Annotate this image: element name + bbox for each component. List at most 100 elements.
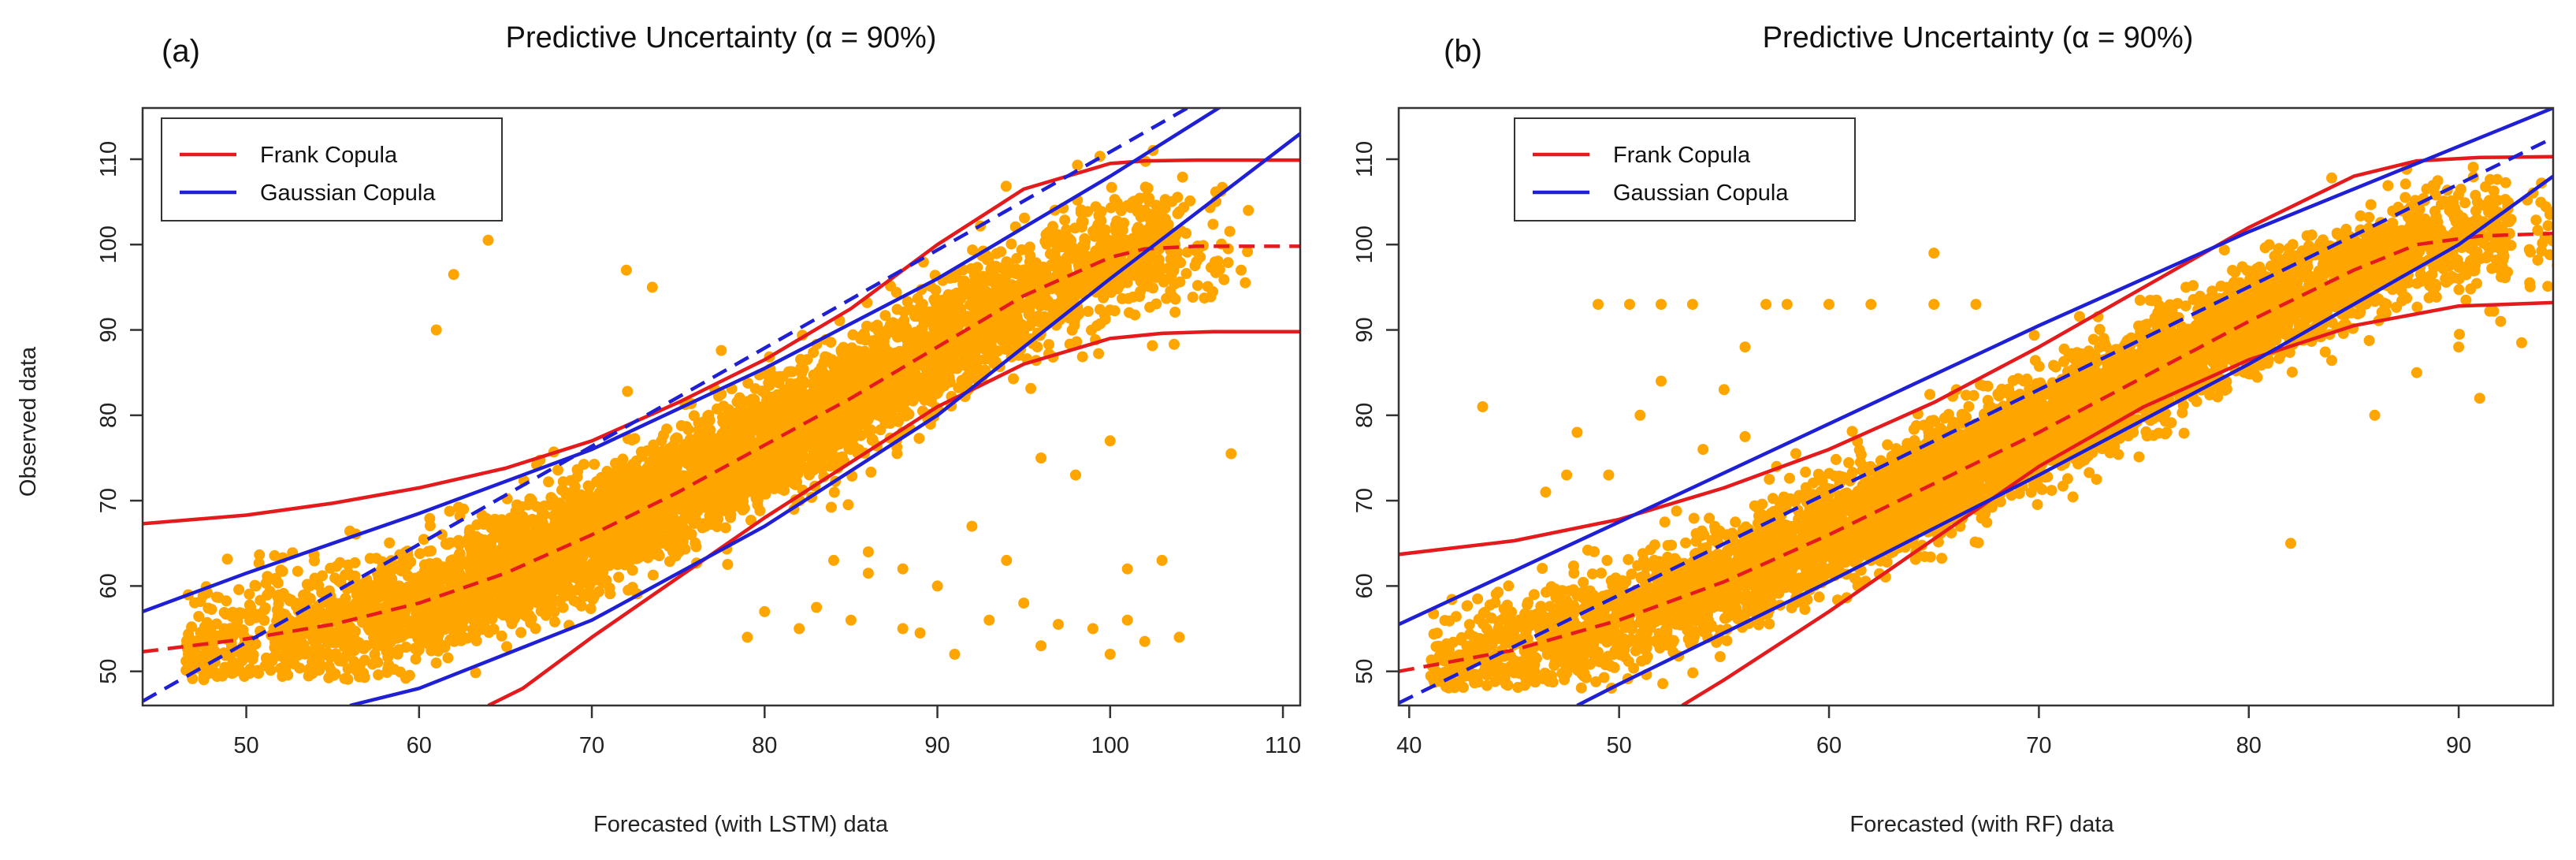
scatter-point (992, 285, 1004, 297)
scatter-point (1112, 197, 1124, 209)
scatter-point (908, 390, 920, 402)
scatter-point (664, 556, 675, 568)
scatter-point (823, 427, 835, 438)
scatter-point (794, 451, 805, 463)
scatter-point (444, 505, 455, 517)
scatter-point (788, 478, 800, 490)
scatter-point (578, 590, 590, 602)
scatter-point (622, 385, 634, 397)
scatter-point (1159, 194, 1171, 206)
scatter-point (837, 356, 849, 368)
scatter-point (1207, 218, 1219, 230)
scatter-point (856, 357, 868, 369)
scatter-point (1023, 309, 1035, 321)
scatter-point (977, 270, 989, 282)
scatter-point (1111, 231, 1123, 243)
scatter-point (268, 651, 280, 663)
scatter-point (1209, 256, 1221, 268)
scatter-point (518, 516, 530, 528)
scatter-point (333, 655, 345, 667)
scatter-point (782, 366, 794, 378)
scatter-point (476, 558, 488, 570)
scatter-point (1011, 252, 1023, 264)
scatter-point (491, 605, 503, 617)
scatter-point (957, 276, 969, 288)
scatter-point (629, 530, 641, 542)
scatter-point (553, 513, 565, 525)
scatter-point (641, 530, 653, 541)
scatter-point (995, 246, 1007, 258)
scatter-point (901, 296, 913, 307)
scatter-point (901, 331, 913, 343)
scatter-point (1024, 250, 1036, 262)
scatter-point (738, 502, 750, 514)
scatter-point (415, 618, 427, 630)
scatter-point (680, 471, 692, 482)
scatter-point (369, 649, 381, 661)
scatter-point (298, 590, 309, 601)
scatter-point (219, 661, 231, 673)
scatter-point (1106, 181, 1117, 193)
scatter-point (471, 619, 483, 631)
scatter-point (366, 598, 378, 609)
scatter-point (433, 629, 444, 641)
scatter-point (501, 641, 512, 653)
scatter-point (835, 387, 847, 399)
scatter-point (1043, 339, 1054, 351)
scatter-point (677, 516, 689, 528)
scatter-point (613, 571, 625, 583)
scatter-point (323, 585, 335, 597)
scatter-point (1000, 181, 1012, 192)
scatter-point (515, 627, 527, 638)
scatter-point (342, 663, 354, 675)
scatter-point (364, 553, 376, 564)
scatter-point (810, 451, 822, 463)
scatter-point (310, 621, 321, 633)
scatter-point (1069, 222, 1081, 234)
scatter-point (891, 303, 903, 315)
scatter-point (675, 420, 687, 431)
scatter-point (360, 640, 372, 651)
scatter-point (557, 601, 569, 613)
scatter-point (458, 503, 470, 515)
scatter-point (427, 600, 439, 612)
scatter-point (283, 593, 295, 605)
scatter-point (1104, 304, 1116, 316)
scatter-point (299, 648, 310, 660)
scatter-point (760, 457, 771, 469)
scatter-point (496, 630, 507, 642)
scatter-point (394, 560, 406, 571)
scatter-point (633, 551, 645, 563)
scatter-point (813, 442, 824, 454)
scatter-point (385, 636, 396, 648)
panel-a-x-axis-title: Forecasted (with LSTM) data (593, 812, 889, 837)
scatter-point (400, 612, 411, 624)
scatter-point (485, 522, 497, 534)
scatter-point (848, 432, 860, 444)
scatter-point (1184, 195, 1196, 207)
scatter-point (1144, 301, 1156, 313)
scatter-point (875, 424, 887, 436)
scatter-point (702, 410, 714, 422)
scatter-point (630, 455, 642, 467)
scatter-point (384, 537, 396, 549)
scatter-point (467, 560, 478, 572)
scatter-point (971, 359, 983, 371)
scatter-point (373, 669, 385, 681)
scatter-point (1071, 336, 1083, 348)
scatter-point (1073, 283, 1085, 295)
scatter-point (808, 347, 820, 359)
scatter-point (890, 286, 902, 298)
scatter-point (375, 624, 387, 636)
scatter-point (244, 664, 256, 676)
scatter-point (803, 466, 815, 478)
scatter-point (722, 559, 734, 570)
scatter-point (1242, 246, 1254, 258)
scatter-point (557, 476, 569, 488)
scatter-point (345, 570, 357, 582)
scatter-point (585, 603, 597, 615)
scatter-point (883, 322, 895, 334)
scatter-point (203, 665, 215, 677)
scatter-point (861, 371, 872, 383)
scatter-point (690, 441, 702, 453)
